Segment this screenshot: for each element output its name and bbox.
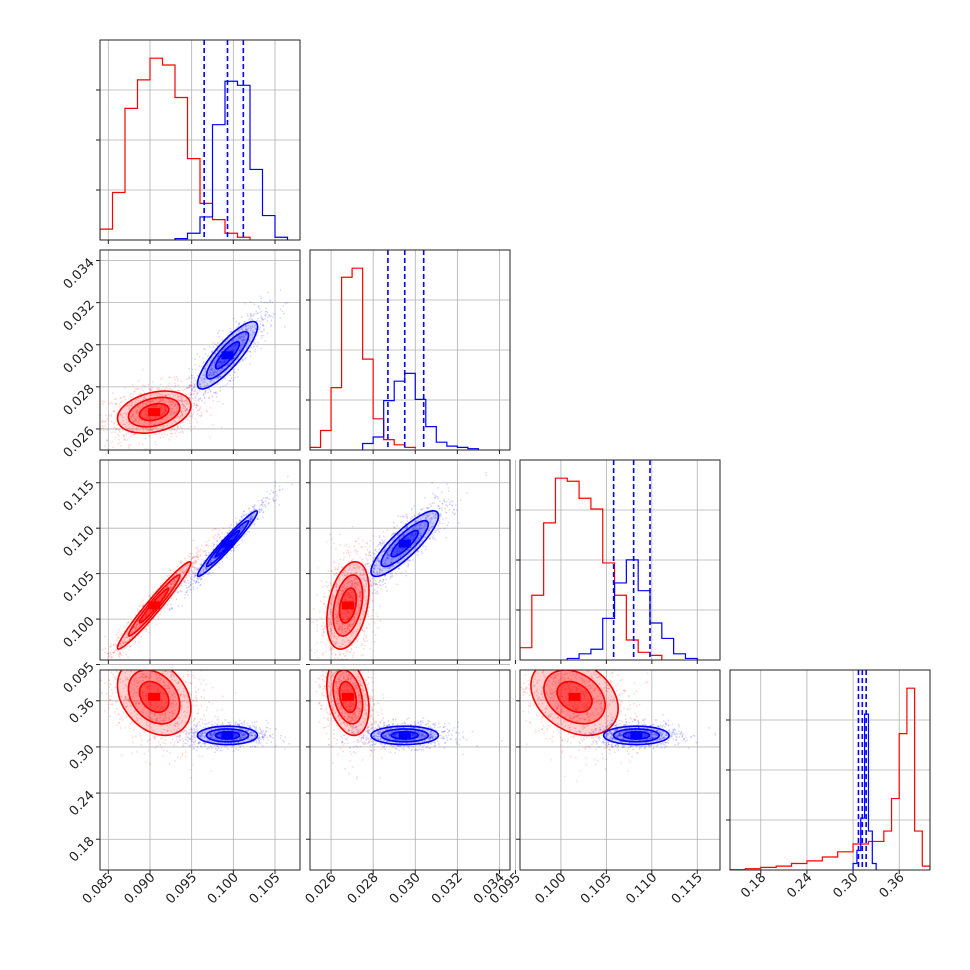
scatter-panel-1-0 (99, 249, 301, 451)
red-density-peak (148, 601, 161, 610)
red-histogram-2 (520, 477, 663, 660)
scatter-panel-3-2 (515, 669, 721, 871)
y-tick-label-2-0: 0.095 (61, 660, 98, 697)
x-tick-label-1-0: 0.026 (303, 870, 340, 907)
y-tick-label-2-4: 0.115 (61, 478, 98, 515)
axes-frame (99, 669, 301, 871)
blue-density-peak (221, 351, 234, 360)
blue-histogram-0 (174, 80, 289, 240)
x-tick-label-0-3: 0.100 (205, 870, 242, 907)
hist-panel-0-0 (99, 39, 301, 241)
x-tick-label-0-2: 0.095 (163, 870, 200, 907)
y-tick-label-1-4: 0.034 (61, 256, 98, 293)
blue-density-peak (398, 539, 411, 548)
blue-histogram-2 (566, 559, 698, 660)
hist-panel-3-3 (729, 669, 931, 871)
y-tick-label-2-1: 0.100 (61, 614, 98, 651)
red-density-peak (341, 692, 354, 701)
axes-frame (99, 249, 301, 451)
blue-density-peak (630, 731, 643, 740)
red-histogram-0 (100, 57, 251, 240)
y-tick-label-3-1: 0.24 (67, 788, 98, 819)
axes-frame (519, 669, 721, 871)
x-tick-label-3-3: 0.36 (877, 870, 908, 901)
red-histogram-3 (730, 687, 930, 870)
y-tick-label-3-2: 0.30 (67, 742, 98, 773)
x-tick-label-2-3: 0.110 (623, 870, 660, 907)
y-tick-label-1-3: 0.032 (61, 298, 98, 335)
x-tick-label-1-3: 0.032 (429, 870, 466, 907)
scatter-panel-2-1 (309, 459, 511, 665)
scatter-panel-2-0 (99, 459, 301, 665)
red-density-peak (148, 408, 161, 417)
x-tick-label-3-2: 0.30 (830, 870, 861, 901)
scatter-panel-3-0 (99, 669, 301, 871)
x-tick-label-3-1: 0.24 (784, 870, 815, 901)
x-tick-label-0-0: 0.085 (80, 870, 117, 907)
y-tick-label-2-2: 0.105 (61, 569, 98, 606)
axes-frame (309, 669, 511, 871)
blue-density-peak (221, 731, 234, 740)
red-density-peak (568, 692, 581, 701)
y-tick-label-1-1: 0.028 (61, 382, 98, 419)
y-tick-label-3-0: 0.18 (67, 834, 98, 865)
red-density-peak (148, 692, 161, 701)
y-tick-label-1-0: 0.026 (61, 424, 98, 461)
y-tick-label-1-2: 0.030 (61, 340, 98, 377)
x-tick-label-2-2: 0.105 (578, 870, 615, 907)
x-tick-label-1-1: 0.028 (345, 870, 382, 907)
axes-frame (309, 459, 511, 661)
x-tick-label-2-4: 0.115 (669, 870, 706, 907)
y-tick-label-2-3: 0.110 (61, 523, 98, 560)
x-tick-label-1-2: 0.030 (387, 870, 424, 907)
y-tick-label-3-3: 0.36 (67, 696, 98, 727)
blue-density-peak (398, 731, 411, 740)
axes-frame (99, 459, 301, 661)
hist-panel-1-1 (309, 249, 511, 451)
x-tick-label-0-1: 0.090 (122, 870, 159, 907)
scatter-panel-3-1 (309, 669, 511, 871)
blue-histogram-3 (852, 713, 877, 870)
x-tick-label-0-4: 0.105 (247, 870, 284, 907)
red-density-peak (341, 601, 354, 610)
blue-histogram-1 (362, 372, 480, 450)
x-tick-label-2-1: 0.100 (532, 870, 569, 907)
x-tick-label-3-0: 0.18 (738, 870, 769, 901)
hist-panel-2-2 (515, 459, 721, 661)
blue-density-peak (221, 539, 234, 548)
red-histogram-1 (310, 267, 416, 450)
